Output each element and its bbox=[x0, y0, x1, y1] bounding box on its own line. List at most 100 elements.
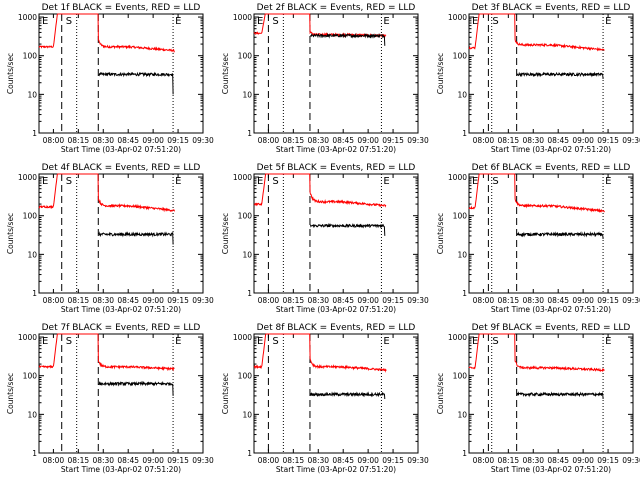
plot-frame bbox=[468, 333, 634, 454]
x-tick-label: 09:30 bbox=[407, 296, 429, 305]
panel-det-2: Det 2f BLACK = Events, RED = LLD 1 10 100 10… bbox=[221, 3, 429, 154]
x-tick-label: 09:15 bbox=[382, 296, 404, 305]
y-tick-label: 100 bbox=[453, 372, 468, 381]
x-tick-label: 09:15 bbox=[382, 456, 404, 465]
panel-title: Det 6f BLACK = Events, RED = LLD bbox=[472, 163, 631, 173]
x-tick-label: 08:45 bbox=[332, 296, 354, 305]
lld-series-line bbox=[38, 333, 175, 372]
x-tick-label: 09:00 bbox=[142, 296, 164, 305]
x-axis-label: Start Time (03-Apr-02 07:51:20) bbox=[276, 145, 396, 154]
marker-letter: E bbox=[257, 176, 263, 187]
x-tick-label: 08:00 bbox=[258, 136, 280, 145]
x-tick-label: 09:15 bbox=[382, 136, 404, 145]
x-tick-label: 09:00 bbox=[357, 296, 379, 305]
events-series-line bbox=[516, 71, 604, 80]
panel-det-7: Det 7f BLACK = Events, RED = LLD 1 10 100 10… bbox=[6, 323, 214, 474]
y-tick-label: 100 bbox=[23, 212, 38, 221]
panel-title: Det 1f BLACK = Events, RED = LLD bbox=[42, 3, 201, 13]
y-tick-label: 10 bbox=[457, 90, 467, 99]
marker-letter: E bbox=[605, 336, 611, 347]
y-tick-label: 10 bbox=[27, 90, 37, 99]
panel-det-6: Det 6f BLACK = Events, RED = LLD 1 10 100 10… bbox=[436, 163, 640, 314]
marker-letter: E bbox=[383, 176, 389, 187]
x-tick-label: 08:15 bbox=[498, 456, 520, 465]
x-tick-label: 09:15 bbox=[597, 456, 619, 465]
x-tick-label: 09:30 bbox=[622, 296, 640, 305]
plot-frame bbox=[253, 13, 419, 134]
x-tick-label: 08:15 bbox=[68, 136, 90, 145]
x-tick-label: 09:15 bbox=[167, 136, 189, 145]
x-tick-label: 08:30 bbox=[92, 136, 114, 145]
x-tick-label: 08:00 bbox=[43, 456, 65, 465]
y-tick-label: 10 bbox=[27, 250, 37, 259]
x-tick-label: 08:15 bbox=[283, 456, 305, 465]
marker-letter: S bbox=[66, 16, 72, 27]
x-axis-label: Start Time (03-Apr-02 07:51:20) bbox=[276, 465, 396, 474]
y-axis-label: Counts/sec bbox=[221, 213, 230, 254]
marker-letter: E bbox=[42, 16, 48, 27]
x-axis-label: Start Time (03-Apr-02 07:51:20) bbox=[491, 145, 611, 154]
x-tick-label: 09:00 bbox=[142, 456, 164, 465]
x-axis-label: Start Time (03-Apr-02 07:51:20) bbox=[61, 465, 181, 474]
lld-series-line bbox=[468, 13, 605, 52]
marker-letter: S bbox=[66, 336, 72, 347]
events-series-line bbox=[310, 391, 386, 400]
x-tick-label: 09:15 bbox=[597, 136, 619, 145]
y-tick-label: 1 bbox=[247, 449, 252, 458]
y-tick-label: 1000 bbox=[18, 173, 37, 182]
y-tick-label: 1000 bbox=[233, 333, 252, 342]
marker-letter: S bbox=[272, 16, 278, 27]
y-axis-label: Counts/sec bbox=[436, 373, 445, 414]
x-tick-label: 09:30 bbox=[192, 296, 214, 305]
x-tick-label: 08:45 bbox=[547, 296, 569, 305]
plot-frame bbox=[38, 13, 204, 134]
y-tick-label: 1000 bbox=[448, 333, 467, 342]
x-tick-label: 09:30 bbox=[407, 456, 429, 465]
x-axis-label: Start Time (03-Apr-02 07:51:20) bbox=[491, 465, 611, 474]
y-tick-label: 100 bbox=[238, 212, 253, 221]
x-tick-label: 09:15 bbox=[167, 456, 189, 465]
y-axis-label: Counts/sec bbox=[221, 53, 230, 94]
x-tick-label: 09:00 bbox=[572, 456, 594, 465]
y-axis-label: Counts/sec bbox=[221, 373, 230, 414]
lld-series-line bbox=[468, 333, 605, 373]
marker-letter: E bbox=[472, 16, 478, 27]
marker-letter: S bbox=[492, 16, 498, 27]
y-tick-label: 1 bbox=[462, 129, 467, 138]
marker-letter: E bbox=[383, 16, 389, 27]
events-series-line bbox=[516, 231, 604, 240]
x-tick-label: 08:30 bbox=[522, 296, 544, 305]
panel-title: Det 9f BLACK = Events, RED = LLD bbox=[472, 323, 631, 333]
y-tick-label: 1000 bbox=[448, 173, 467, 182]
y-tick-label: 1000 bbox=[448, 13, 467, 22]
y-tick-label: 1 bbox=[462, 449, 467, 458]
y-tick-label: 1 bbox=[32, 289, 37, 298]
panel-det-5: Det 5f BLACK = Events, RED = LLD 1 10 100 10… bbox=[221, 163, 429, 314]
x-tick-label: 09:00 bbox=[142, 136, 164, 145]
panel-det-8: Det 8f BLACK = Events, RED = LLD 1 10 100 10… bbox=[221, 323, 429, 474]
marker-letter: E bbox=[257, 336, 263, 347]
y-axis-label: Counts/sec bbox=[6, 213, 15, 254]
lld-series-line bbox=[468, 173, 605, 214]
events-series-line bbox=[310, 32, 386, 46]
x-tick-label: 08:15 bbox=[68, 296, 90, 305]
panel-det-9: Det 9f BLACK = Events, RED = LLD 1 10 100 10… bbox=[436, 323, 640, 474]
panel-title: Det 4f BLACK = Events, RED = LLD bbox=[42, 163, 201, 173]
x-tick-label: 08:45 bbox=[332, 456, 354, 465]
y-axis-label: Counts/sec bbox=[6, 373, 15, 414]
y-tick-label: 10 bbox=[242, 410, 252, 419]
y-tick-label: 1 bbox=[32, 449, 37, 458]
y-tick-label: 1 bbox=[247, 289, 252, 298]
marker-letter: E bbox=[383, 336, 389, 347]
y-tick-label: 1000 bbox=[233, 173, 252, 182]
panel-title: Det 8f BLACK = Events, RED = LLD bbox=[257, 323, 416, 333]
x-tick-label: 08:30 bbox=[307, 296, 329, 305]
x-tick-label: 08:30 bbox=[307, 136, 329, 145]
x-tick-label: 09:00 bbox=[572, 296, 594, 305]
x-tick-label: 08:45 bbox=[332, 136, 354, 145]
x-axis-label: Start Time (03-Apr-02 07:51:20) bbox=[491, 305, 611, 314]
x-tick-label: 08:00 bbox=[473, 456, 495, 465]
panel-title: Det 2f BLACK = Events, RED = LLD bbox=[257, 3, 416, 13]
y-tick-label: 1000 bbox=[18, 333, 37, 342]
y-tick-label: 10 bbox=[457, 410, 467, 419]
